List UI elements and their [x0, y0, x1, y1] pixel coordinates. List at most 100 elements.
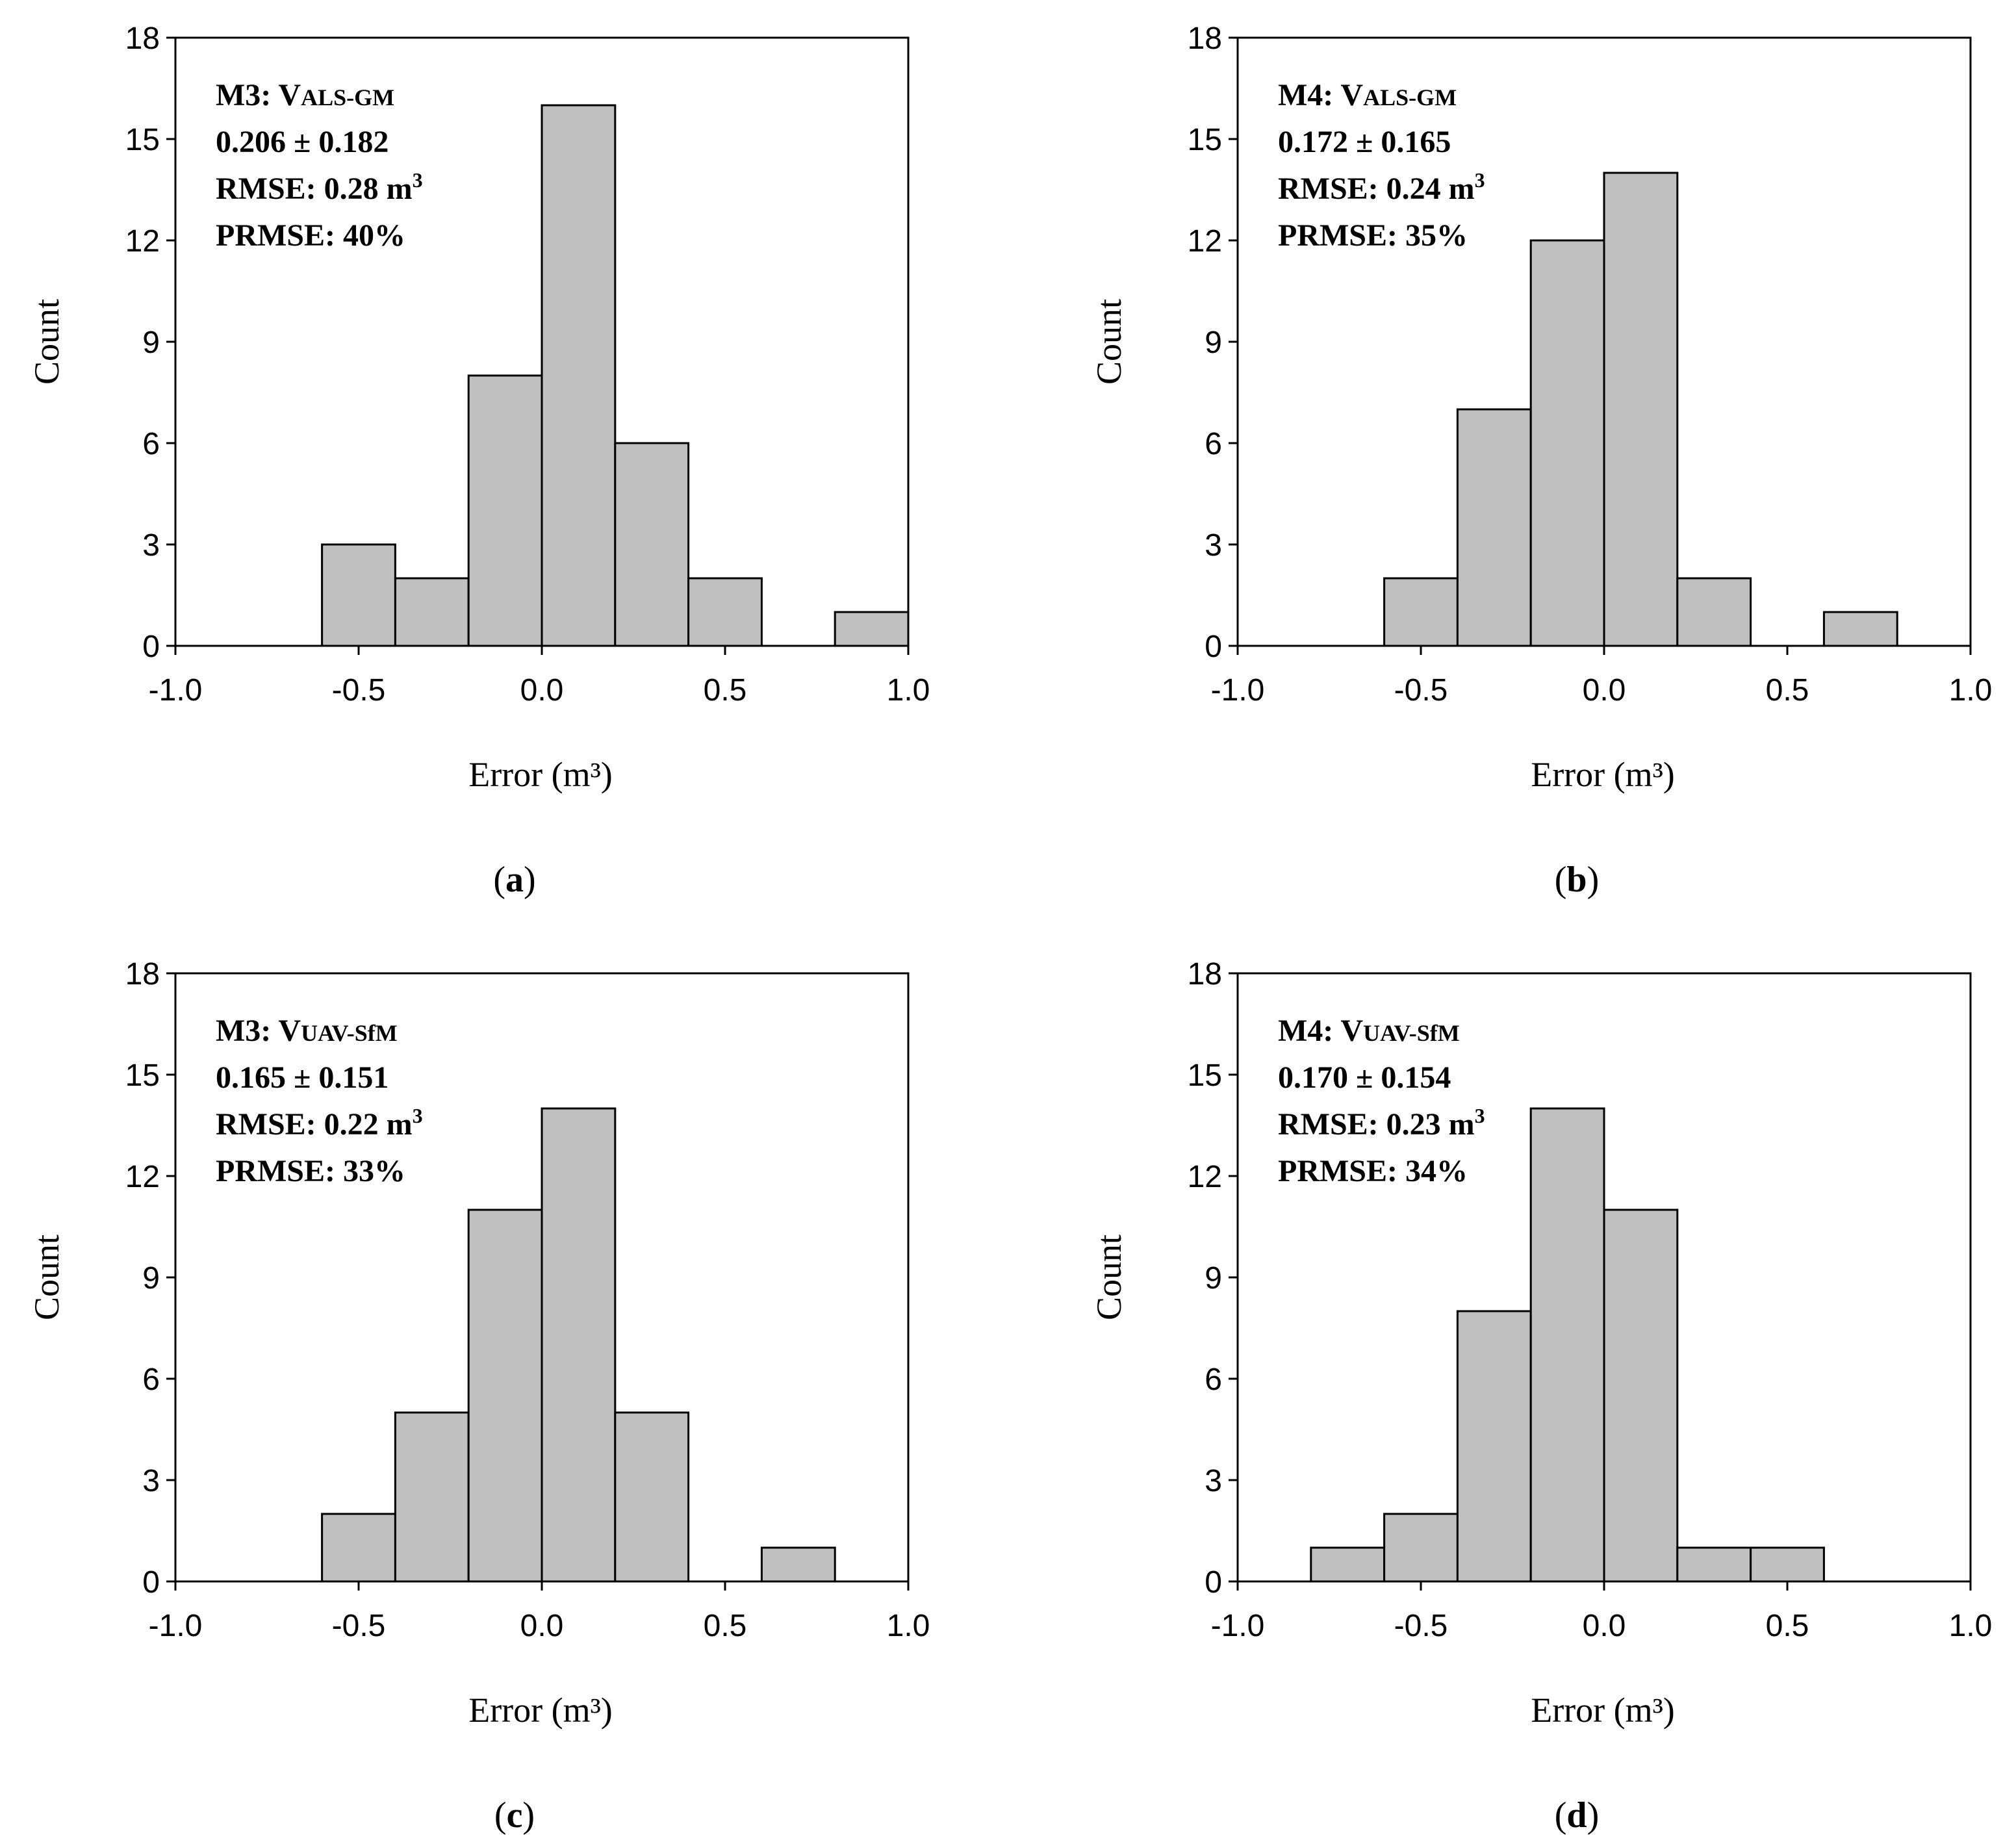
annotation-mean-sd: 0.206 ± 0.182: [216, 125, 389, 159]
annotation-variable: V: [1340, 78, 1363, 112]
y-tick-label: 9: [1205, 326, 1222, 360]
annotation-mean-sd: 0.170 ± 0.154: [1278, 1060, 1451, 1095]
y-tick-label: 9: [142, 326, 160, 360]
x-tick-label: 0.5: [1766, 673, 1809, 708]
panel-caption: (a): [493, 860, 535, 900]
histogram-bar: [1603, 1209, 1679, 1583]
annotation-rmse: RMSE: 0.24 m3: [1278, 168, 1485, 206]
histogram-svg-b: 0 3 6 9 12 15 18 -1.0 -0.5 0.0 0.5 1.0 Error (m³) Cou…: [1090, 21, 1993, 900]
y-tick-label: 12: [1188, 1160, 1222, 1194]
panel-caption: (c): [494, 1795, 535, 1836]
annotation-model-line: M4: VUAV-SfM: [1278, 1014, 1460, 1048]
x-tick-label: 0.5: [704, 673, 747, 708]
histogram-panel-d: 0 3 6 9 12 15 18 -1.0 -0.5 0.0 0.5 1.0 Error (m³) Cou…: [1062, 936, 2016, 1842]
annotation-model: M4:: [1278, 1014, 1340, 1048]
annotation-variable-subscript: UAV-SfM: [1363, 1020, 1460, 1046]
annotation-rmse-value: RMSE: 0.24 m: [1278, 172, 1475, 206]
x-tick-label: -1.0: [1211, 1609, 1265, 1643]
x-tick-label: -0.5: [1394, 673, 1448, 708]
annotation-rmse-superscript: 3: [1475, 168, 1485, 192]
y-tick-label: 3: [1205, 1464, 1222, 1498]
annotation-variable: V: [278, 1014, 301, 1048]
x-axis-title: Error (m³): [1531, 1691, 1675, 1730]
annotation-model: M3:: [216, 1014, 278, 1048]
caption-open-paren: (: [493, 860, 505, 900]
histogram-panel-a: 0 3 6 9 12 15 18 -1.0 -0.5 0.0 0.5 1.0 Error (m³) Cou…: [0, 0, 1072, 906]
y-tick-label: 3: [142, 1464, 160, 1498]
y-tick-label: 12: [1188, 224, 1222, 259]
caption-open-paren: (: [494, 1795, 507, 1836]
y-tick-label: 6: [142, 427, 160, 461]
annotation-model-line: M3: VUAV-SfM: [216, 1014, 398, 1048]
x-tick-label: 0.0: [1583, 1609, 1626, 1643]
caption-close-paren: ): [524, 860, 536, 900]
annotation-rmse-value: RMSE: 0.28 m: [216, 172, 413, 206]
y-tick-label: 18: [125, 21, 160, 56]
annotation-model-line: M4: VALS-GM: [1278, 78, 1457, 112]
y-tick-label: 0: [1205, 1565, 1222, 1600]
annotation-mean-sd: 0.172 ± 0.165: [1278, 125, 1451, 159]
caption-letter: a: [505, 860, 524, 900]
histogram-bar: [541, 104, 617, 647]
annotation-variable-subscript: ALS-GM: [1363, 84, 1457, 110]
y-tick-label: 18: [125, 957, 160, 991]
annotation-rmse: RMSE: 0.23 m3: [1278, 1104, 1485, 1142]
panel-caption: (b): [1555, 860, 1599, 900]
annotation-prmse: PRMSE: 33%: [216, 1154, 405, 1188]
y-tick-label: 18: [1188, 957, 1222, 991]
histogram-bar: [541, 1107, 617, 1583]
histogram-panel-b: 0 3 6 9 12 15 18 -1.0 -0.5 0.0 0.5 1.0 Error (m³) Cou…: [1062, 0, 2016, 906]
y-tick-label: 0: [1205, 630, 1222, 664]
histogram-bar: [1822, 611, 1898, 647]
y-tick-label: 3: [1205, 528, 1222, 563]
x-tick-label: 1.0: [1949, 673, 1993, 708]
caption-close-paren: ): [522, 1795, 535, 1836]
x-tick-label: -0.5: [332, 673, 386, 708]
y-axis-title: Count: [27, 299, 66, 385]
annotation-prmse: PRMSE: 34%: [1278, 1154, 1468, 1188]
caption-open-paren: (: [1555, 860, 1567, 900]
y-tick-label: 9: [1205, 1261, 1222, 1296]
histogram-bar: [321, 543, 396, 647]
histogram-bar: [1676, 577, 1752, 647]
y-tick-label: 6: [142, 1362, 160, 1397]
y-tick-label: 6: [1205, 427, 1222, 461]
histogram-bar: [1529, 1107, 1605, 1583]
y-axis-title: Count: [27, 1234, 66, 1320]
histogram-svg-d: 0 3 6 9 12 15 18 -1.0 -0.5 0.0 0.5 1.0 Error (m³) Cou…: [1090, 957, 1992, 1836]
histogram-panel-c: 0 3 6 9 12 15 18 -1.0 -0.5 0.0 0.5 1.0 Error (m³) Cou…: [0, 936, 1072, 1842]
histogram-bar: [467, 374, 543, 647]
caption-open-paren: (: [1555, 1795, 1567, 1836]
x-tick-label: 0.0: [520, 673, 564, 708]
annotation-variable: V: [1340, 1014, 1363, 1048]
histogram-bar: [394, 1411, 470, 1583]
panel-caption: (d): [1555, 1795, 1599, 1836]
histogram-bar: [394, 577, 470, 647]
annotation-variable-subscript: UAV-SfM: [301, 1020, 398, 1046]
y-tick-label: 15: [1188, 123, 1222, 157]
x-tick-label: -0.5: [332, 1609, 386, 1643]
x-axis-title: Error (m³): [1531, 755, 1675, 794]
histogram-bar: [467, 1209, 543, 1583]
annotation-mean-sd: 0.165 ± 0.151: [216, 1060, 389, 1095]
histogram-bar: [321, 1513, 396, 1583]
histogram-bar: [1310, 1546, 1386, 1583]
histogram-bar: [1750, 1546, 1825, 1583]
x-tick-label: -1.0: [1211, 673, 1265, 708]
y-axis-title: Count: [1090, 1234, 1129, 1320]
y-tick-label: 15: [125, 123, 160, 157]
y-tick-label: 0: [142, 630, 160, 664]
x-tick-label: -0.5: [1394, 1609, 1448, 1643]
caption-letter: d: [1566, 1795, 1587, 1836]
caption-letter: b: [1566, 860, 1587, 900]
caption-close-paren: ): [1587, 860, 1600, 900]
y-tick-label: 15: [125, 1058, 160, 1093]
x-tick-label: 0.0: [1583, 673, 1626, 708]
annotation-model: M3:: [216, 78, 278, 112]
x-tick-label: -1.0: [149, 1609, 203, 1643]
annotation-rmse-superscript: 3: [413, 168, 423, 192]
annotation-variable: V: [278, 78, 301, 112]
annotation-model: M4:: [1278, 78, 1340, 112]
y-tick-label: 9: [142, 1261, 160, 1296]
x-tick-label: 1.0: [887, 1609, 930, 1643]
